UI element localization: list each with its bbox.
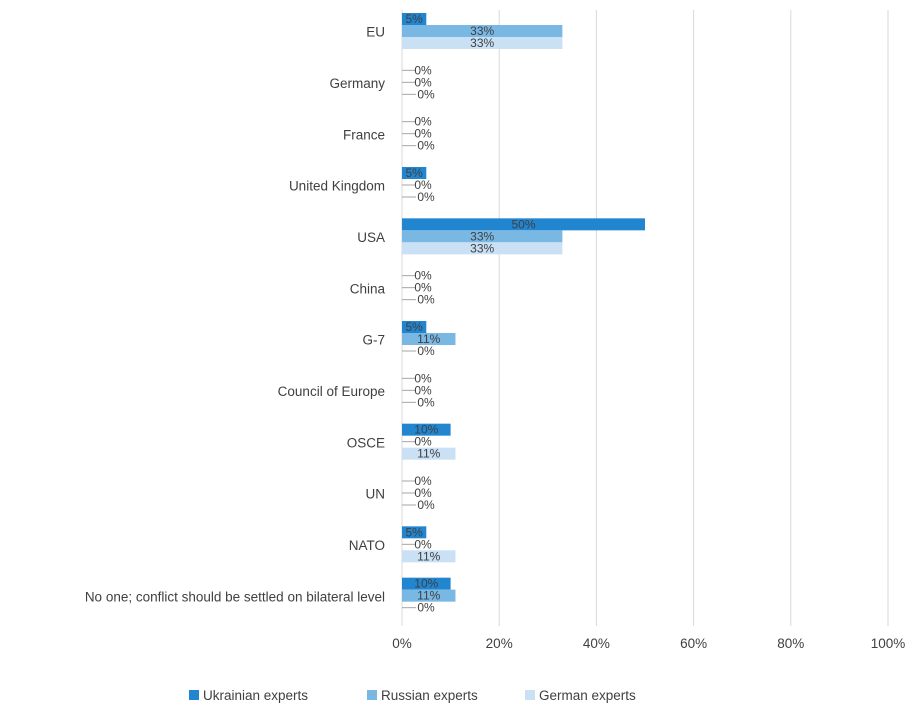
x-tick-label: 40% bbox=[583, 636, 610, 651]
category-label: United Kingdom bbox=[289, 179, 385, 194]
data-label: 5% bbox=[405, 166, 423, 180]
grid-layer bbox=[401, 10, 889, 626]
legend-label: Russian experts bbox=[381, 688, 478, 703]
bar bbox=[402, 37, 563, 49]
legend-swatch bbox=[367, 690, 377, 700]
bar bbox=[402, 447, 456, 460]
data-label: 0% bbox=[417, 190, 435, 204]
bar bbox=[402, 550, 456, 563]
legend-swatch bbox=[525, 690, 535, 700]
bar bbox=[402, 218, 645, 231]
category-label: USA bbox=[357, 230, 385, 245]
data-label: 0% bbox=[414, 474, 432, 488]
bar bbox=[402, 589, 456, 602]
data-label: 0% bbox=[414, 371, 432, 385]
data-label: 0% bbox=[417, 139, 435, 153]
category-label: G-7 bbox=[362, 333, 385, 348]
data-label: 11% bbox=[417, 589, 440, 603]
x-tick-label: 20% bbox=[486, 636, 513, 651]
x-tick-label: 80% bbox=[777, 636, 804, 651]
data-label: 33% bbox=[470, 241, 494, 255]
data-label: 0% bbox=[417, 87, 435, 101]
data-label: 0% bbox=[417, 498, 435, 512]
category-label: China bbox=[350, 281, 386, 296]
x-axis-tick-labels: 0% 20% 40% 60% 80% 100% bbox=[392, 636, 905, 651]
data-label: 0% bbox=[414, 63, 432, 77]
bar bbox=[402, 423, 451, 436]
data-label: 10% bbox=[414, 577, 438, 591]
data-label: 5% bbox=[405, 525, 423, 539]
category-label: France bbox=[343, 127, 385, 142]
category-label: Germany bbox=[329, 76, 385, 91]
category-label: UN bbox=[366, 487, 386, 502]
data-label: 0% bbox=[417, 344, 435, 358]
bar bbox=[402, 526, 427, 539]
legend-label: Ukrainian experts bbox=[203, 688, 308, 703]
data-label: 0% bbox=[414, 435, 432, 449]
category-label: No one; conflict should be settled on bi… bbox=[85, 589, 385, 604]
data-label: 0% bbox=[417, 395, 435, 409]
bar bbox=[402, 167, 427, 179]
legend-swatch bbox=[189, 690, 199, 700]
data-label: 0% bbox=[414, 115, 432, 129]
data-label: 0% bbox=[414, 281, 432, 295]
bar bbox=[402, 25, 563, 37]
data-label: 10% bbox=[414, 423, 438, 437]
category-labels: EU Germany France United Kingdom USA China G-7… bbox=[85, 25, 386, 605]
data-label: 5% bbox=[405, 12, 423, 26]
bar bbox=[402, 242, 563, 255]
x-tick-label: 100% bbox=[871, 636, 906, 651]
legend: Ukrainian experts Russian experts German e… bbox=[189, 688, 636, 703]
data-label: 0% bbox=[414, 75, 432, 89]
data-label: 33% bbox=[470, 36, 494, 50]
data-label: 5% bbox=[405, 320, 423, 334]
data-label: 0% bbox=[414, 127, 432, 141]
category-label: Council of Europe bbox=[278, 384, 385, 399]
category-label: NATO bbox=[349, 538, 385, 553]
category-label: EU bbox=[366, 25, 385, 40]
bar bbox=[402, 13, 427, 25]
data-label: 0% bbox=[417, 601, 435, 615]
bar bbox=[402, 321, 427, 333]
bar bbox=[402, 230, 563, 243]
data-label: 33% bbox=[470, 229, 494, 243]
data-label: 0% bbox=[414, 269, 432, 283]
data-label: 0% bbox=[414, 178, 432, 192]
bar-layer: 5%33%33%0%0%0%0%0%0%5%0%0%50%33%33%0%0%0… bbox=[402, 12, 645, 615]
data-label: 11% bbox=[417, 332, 440, 346]
data-label: 0% bbox=[417, 293, 435, 307]
bar bbox=[402, 333, 456, 345]
category-label: OSCE bbox=[347, 435, 385, 450]
data-label: 11% bbox=[417, 447, 440, 461]
x-tick-label: 60% bbox=[680, 636, 707, 651]
x-tick-label: 0% bbox=[392, 636, 412, 651]
legend-label: German experts bbox=[539, 688, 636, 703]
data-label: 0% bbox=[414, 486, 432, 500]
bar bbox=[402, 577, 451, 590]
data-label: 33% bbox=[470, 24, 494, 38]
data-label: 50% bbox=[511, 217, 535, 231]
data-label: 0% bbox=[414, 537, 432, 551]
data-label: 11% bbox=[417, 549, 440, 563]
data-label: 0% bbox=[414, 383, 432, 397]
